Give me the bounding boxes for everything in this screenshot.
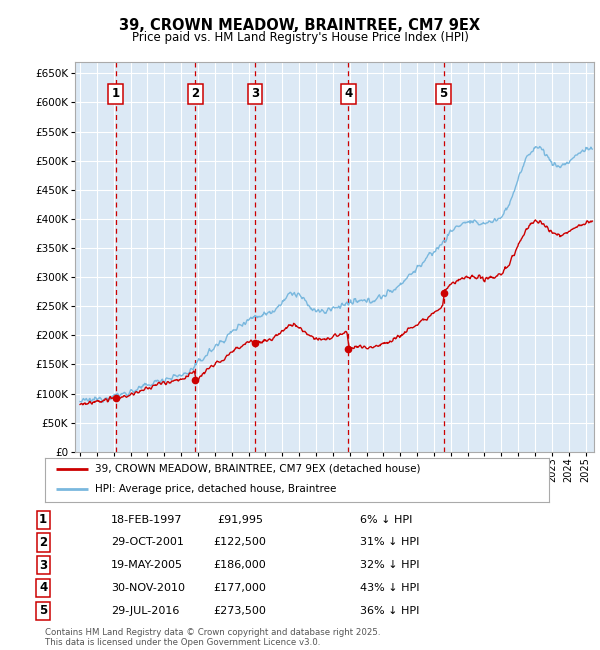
Text: 18-FEB-1997: 18-FEB-1997	[111, 515, 182, 525]
Text: 32% ↓ HPI: 32% ↓ HPI	[360, 560, 419, 570]
Text: Contains HM Land Registry data © Crown copyright and database right 2025.
This d: Contains HM Land Registry data © Crown c…	[45, 628, 380, 647]
Text: 36% ↓ HPI: 36% ↓ HPI	[360, 606, 419, 616]
Text: 3: 3	[39, 558, 47, 572]
Text: 39, CROWN MEADOW, BRAINTREE, CM7 9EX: 39, CROWN MEADOW, BRAINTREE, CM7 9EX	[119, 18, 481, 33]
Text: £186,000: £186,000	[214, 560, 266, 570]
Text: 1: 1	[112, 87, 120, 100]
Text: 3: 3	[251, 87, 259, 100]
Text: 29-OCT-2001: 29-OCT-2001	[111, 538, 184, 547]
Text: Price paid vs. HM Land Registry's House Price Index (HPI): Price paid vs. HM Land Registry's House …	[131, 31, 469, 44]
Text: £122,500: £122,500	[214, 538, 266, 547]
Text: 19-MAY-2005: 19-MAY-2005	[111, 560, 183, 570]
Text: £91,995: £91,995	[217, 515, 263, 525]
Text: 1: 1	[39, 514, 47, 526]
Text: 6% ↓ HPI: 6% ↓ HPI	[360, 515, 412, 525]
Text: £273,500: £273,500	[214, 606, 266, 616]
Text: 30-NOV-2010: 30-NOV-2010	[111, 583, 185, 593]
Text: 2: 2	[191, 87, 199, 100]
Text: 5: 5	[39, 604, 47, 617]
Text: 31% ↓ HPI: 31% ↓ HPI	[360, 538, 419, 547]
Text: £177,000: £177,000	[214, 583, 266, 593]
Text: 39, CROWN MEADOW, BRAINTREE, CM7 9EX (detached house): 39, CROWN MEADOW, BRAINTREE, CM7 9EX (de…	[95, 463, 421, 474]
Text: 2: 2	[39, 536, 47, 549]
Text: 4: 4	[39, 582, 47, 594]
Text: 4: 4	[344, 87, 352, 100]
Text: 29-JUL-2016: 29-JUL-2016	[111, 606, 179, 616]
Text: 43% ↓ HPI: 43% ↓ HPI	[360, 583, 419, 593]
Text: HPI: Average price, detached house, Braintree: HPI: Average price, detached house, Brai…	[95, 484, 337, 495]
Text: 5: 5	[439, 87, 448, 100]
